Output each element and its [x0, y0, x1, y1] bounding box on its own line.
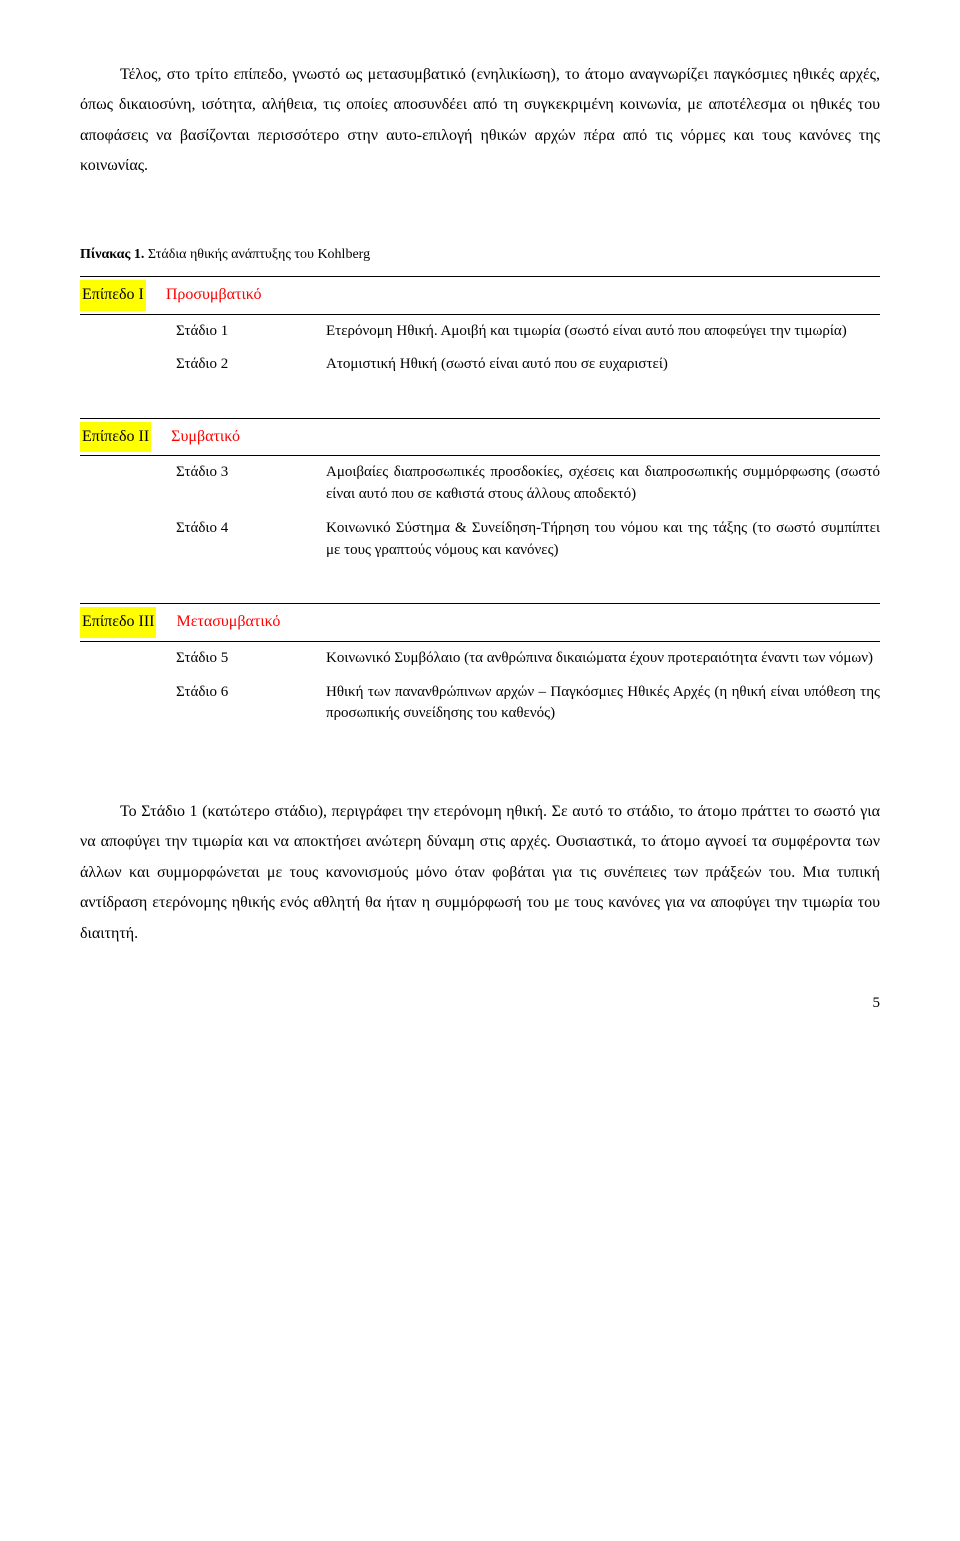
- level-label: Επίπεδο ΙΙ: [80, 422, 151, 452]
- level-name: Προσυμβατικό: [166, 280, 262, 310]
- level-header: Επίπεδο ΙΙΙ Μετασυμβατικό: [80, 603, 880, 641]
- level-name: Συμβατικό: [171, 422, 240, 452]
- section-gap: [80, 573, 880, 603]
- stage-description: Ετερόνομη Ηθική. Αμοιβή και τιμωρία (σωσ…: [296, 321, 880, 343]
- level-label: Επίπεδο ΙΙΙ: [80, 607, 156, 637]
- kohlberg-table: Επίπεδο Ι Προσυμβατικό Στάδιο 1Ετερόνομη Η…: [80, 276, 880, 725]
- closing-paragraph: Το Στάδιο 1 (κατώτερο στάδιο), περιγράφε…: [80, 797, 880, 949]
- section-gap: [80, 388, 880, 418]
- stage-label: Στάδιο 4: [80, 518, 296, 562]
- stage-label: Στάδιο 1: [80, 321, 296, 343]
- page-number: 5: [80, 989, 880, 1018]
- stage-row: Στάδιο 5Κοινωνικό Συμβόλαιο (τα ανθρώπιν…: [80, 648, 880, 670]
- stage-label: Στάδιο 3: [80, 462, 296, 506]
- table-caption: Πίνακας 1. Στάδια ηθικής ανάπτυξης του K…: [80, 242, 880, 269]
- stage-label: Στάδιο 2: [80, 354, 296, 376]
- caption-bold: Πίνακας 1.: [80, 247, 144, 262]
- level-header: Επίπεδο ΙΙ Συμβατικό: [80, 418, 880, 456]
- stage-row: Στάδιο 6Ηθική των πανανθρώπινων αρχών – …: [80, 682, 880, 726]
- stage-description: Κοινωνικό Σύστημα & Συνείδηση-Τήρηση του…: [296, 518, 880, 562]
- stage-row: Στάδιο 4Κοινωνικό Σύστημα & Συνείδηση-Τή…: [80, 518, 880, 562]
- stage-label: Στάδιο 5: [80, 648, 296, 670]
- caption-rest: Στάδια ηθικής ανάπτυξης του Kohlberg: [144, 247, 370, 262]
- stage-description: Ατομιστική Ηθική (σωστό είναι αυτό που σ…: [296, 354, 880, 376]
- intro-paragraph: Τέλος, στο τρίτο επίπεδο, γνωστό ως μετα…: [80, 60, 880, 182]
- stage-row: Στάδιο 1Ετερόνομη Ηθική. Αμοιβή και τιμω…: [80, 321, 880, 343]
- stage-row: Στάδιο 3Αμοιβαίες διαπροσωπικές προσδοκί…: [80, 462, 880, 506]
- stage-description: Ηθική των πανανθρώπινων αρχών – Παγκόσμι…: [296, 682, 880, 726]
- level-header: Επίπεδο Ι Προσυμβατικό: [80, 276, 880, 314]
- stage-description: Κοινωνικό Συμβόλαιο (τα ανθρώπινα δικαιώ…: [296, 648, 880, 670]
- stage-label: Στάδιο 6: [80, 682, 296, 726]
- level-name: Μετασυμβατικό: [176, 607, 280, 637]
- level-label: Επίπεδο Ι: [80, 280, 146, 310]
- stage-description: Αμοιβαίες διαπροσωπικές προσδοκίες, σχέσ…: [296, 462, 880, 506]
- stage-row: Στάδιο 2Ατομιστική Ηθική (σωστό είναι αυ…: [80, 354, 880, 376]
